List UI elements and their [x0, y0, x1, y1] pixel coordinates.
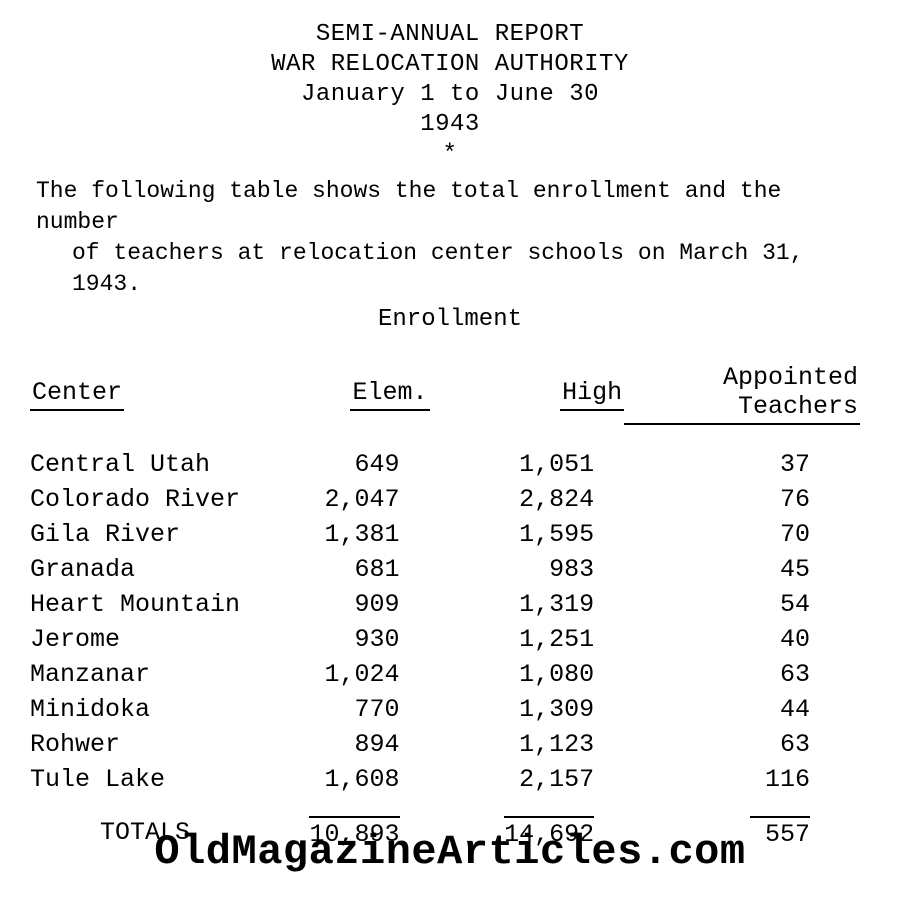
- table-row: Minidoka7701,30944: [30, 692, 870, 727]
- table-row: Jerome9301,25140: [30, 622, 870, 657]
- cell-teachers: 63: [624, 727, 870, 762]
- col-header-teachers: Appointed Teachers: [624, 363, 860, 425]
- cell-elem: 770: [255, 692, 429, 727]
- cell-teachers: 40: [624, 622, 870, 657]
- table-row: Heart Mountain9091,31954: [30, 587, 870, 622]
- col-header-elem: Elem.: [350, 378, 429, 411]
- cell-elem: 2,047: [255, 482, 429, 517]
- cell-center: Tule Lake: [30, 762, 255, 797]
- header-line-3: January 1 to June 30: [30, 80, 870, 110]
- report-header: SEMI-ANNUAL REPORT WAR RELOCATION AUTHOR…: [30, 20, 870, 170]
- intro-line-2: of teachers at relocation center schools…: [36, 238, 864, 300]
- cell-teachers: 63: [624, 657, 870, 692]
- cell-center: Rohwer: [30, 727, 255, 762]
- header-line-5: *: [30, 140, 870, 170]
- cell-high: 1,595: [430, 517, 625, 552]
- header-line-1: SEMI-ANNUAL REPORT: [30, 20, 870, 50]
- cell-high: 2,824: [430, 482, 625, 517]
- cell-teachers: 45: [624, 552, 870, 587]
- table-row: Manzanar1,0241,08063: [30, 657, 870, 692]
- table-header-row: Center Elem. High Appointed Teachers: [30, 363, 870, 431]
- cell-elem: 1,024: [255, 657, 429, 692]
- cell-center: Granada: [30, 552, 255, 587]
- enrollment-label: Enrollment: [30, 306, 870, 333]
- cell-elem: 894: [255, 727, 429, 762]
- table-row: Colorado River2,0472,82476: [30, 482, 870, 517]
- cell-high: 983: [430, 552, 625, 587]
- cell-elem: 1,381: [255, 517, 429, 552]
- cell-high: 2,157: [430, 762, 625, 797]
- col-header-high: High: [560, 378, 624, 411]
- cell-high: 1,319: [430, 587, 625, 622]
- intro-text: The following table shows the total enro…: [30, 176, 870, 300]
- cell-high: 1,251: [430, 622, 625, 657]
- cell-teachers: 54: [624, 587, 870, 622]
- watermark: OldMagazineArticles.com: [0, 828, 900, 876]
- header-line-4: 1943: [30, 110, 870, 140]
- cell-high: 1,080: [430, 657, 625, 692]
- table-row: Central Utah6491,05137: [30, 447, 870, 482]
- table-row: Gila River1,3811,59570: [30, 517, 870, 552]
- cell-elem: 681: [255, 552, 429, 587]
- cell-center: Colorado River: [30, 482, 255, 517]
- cell-center: Central Utah: [30, 447, 255, 482]
- cell-center: Manzanar: [30, 657, 255, 692]
- cell-elem: 649: [255, 447, 429, 482]
- cell-elem: 930: [255, 622, 429, 657]
- cell-center: Jerome: [30, 622, 255, 657]
- intro-line-1: The following table shows the total enro…: [36, 176, 864, 238]
- cell-teachers: 37: [624, 447, 870, 482]
- cell-teachers: 76: [624, 482, 870, 517]
- cell-center: Minidoka: [30, 692, 255, 727]
- table-row: Rohwer8941,12363: [30, 727, 870, 762]
- cell-center: Gila River: [30, 517, 255, 552]
- table-row: Tule Lake1,6082,157116: [30, 762, 870, 797]
- enrollment-table: Center Elem. High Appointed Teachers Cen…: [30, 363, 870, 852]
- cell-high: 1,309: [430, 692, 625, 727]
- table-body: Central Utah6491,05137Colorado River2,04…: [30, 431, 870, 797]
- cell-teachers: 116: [624, 762, 870, 797]
- cell-teachers: 44: [624, 692, 870, 727]
- cell-center: Heart Mountain: [30, 587, 255, 622]
- table-row: Granada68198345: [30, 552, 870, 587]
- cell-teachers: 70: [624, 517, 870, 552]
- col-header-center: Center: [30, 378, 124, 411]
- cell-elem: 1,608: [255, 762, 429, 797]
- cell-high: 1,123: [430, 727, 625, 762]
- header-line-2: WAR RELOCATION AUTHORITY: [30, 50, 870, 80]
- cell-high: 1,051: [430, 447, 625, 482]
- cell-elem: 909: [255, 587, 429, 622]
